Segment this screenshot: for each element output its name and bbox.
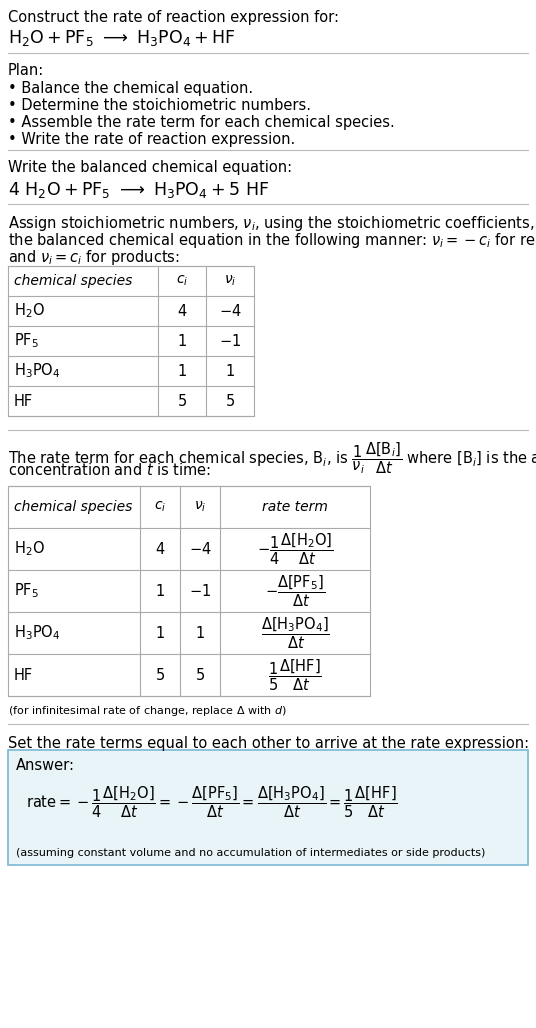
Text: 5: 5 bbox=[196, 667, 205, 683]
Text: and $\nu_i = c_i$ for products:: and $\nu_i = c_i$ for products: bbox=[8, 248, 180, 267]
Text: $\mathrm{4\ H_2O + PF_5 \ \longrightarrow \ H_3PO_4 + 5\ HF}$: $\mathrm{4\ H_2O + PF_5 \ \longrightarro… bbox=[8, 180, 269, 200]
Text: The rate term for each chemical species, B$_i$, is $\dfrac{1}{\nu_i}\dfrac{\Delt: The rate term for each chemical species,… bbox=[8, 440, 536, 476]
Text: • Balance the chemical equation.: • Balance the chemical equation. bbox=[8, 81, 253, 96]
Text: $c_i$: $c_i$ bbox=[176, 273, 188, 288]
Text: 5: 5 bbox=[177, 394, 187, 408]
Text: $\mathrm{PF_5}$: $\mathrm{PF_5}$ bbox=[14, 332, 39, 351]
Text: Write the balanced chemical equation:: Write the balanced chemical equation: bbox=[8, 160, 292, 175]
Text: $\nu_i$: $\nu_i$ bbox=[194, 500, 206, 514]
Text: 1: 1 bbox=[225, 364, 235, 378]
Text: $\nu_i$: $\nu_i$ bbox=[224, 273, 236, 288]
Text: 4: 4 bbox=[177, 303, 187, 319]
Text: $-\dfrac{\Delta[\mathrm{PF_5}]}{\Delta t}$: $-\dfrac{\Delta[\mathrm{PF_5}]}{\Delta t… bbox=[265, 574, 325, 609]
Text: Plan:: Plan: bbox=[8, 63, 44, 78]
Text: $\dfrac{1}{5}\dfrac{\Delta[\mathrm{HF}]}{\Delta t}$: $\dfrac{1}{5}\dfrac{\Delta[\mathrm{HF}]}… bbox=[268, 657, 322, 693]
Text: Answer:: Answer: bbox=[16, 758, 75, 773]
Text: 5: 5 bbox=[225, 394, 235, 408]
Text: chemical species: chemical species bbox=[14, 274, 132, 288]
Text: $\mathrm{H_3PO_4}$: $\mathrm{H_3PO_4}$ bbox=[14, 362, 61, 380]
Text: • Determine the stoichiometric numbers.: • Determine the stoichiometric numbers. bbox=[8, 98, 311, 113]
Text: 1: 1 bbox=[155, 584, 165, 598]
Text: $\mathrm{H_2O}$: $\mathrm{H_2O}$ bbox=[14, 301, 45, 321]
Text: (assuming constant volume and no accumulation of intermediates or side products): (assuming constant volume and no accumul… bbox=[16, 848, 486, 858]
FancyBboxPatch shape bbox=[8, 750, 528, 865]
Text: $\mathrm{H_2O}$: $\mathrm{H_2O}$ bbox=[14, 540, 45, 558]
Text: $-1$: $-1$ bbox=[189, 583, 211, 599]
Text: the balanced chemical equation in the following manner: $\nu_i = -c_i$ for react: the balanced chemical equation in the fo… bbox=[8, 231, 536, 250]
Text: HF: HF bbox=[14, 394, 33, 408]
Text: $\mathrm{rate} = -\dfrac{1}{4}\dfrac{\Delta[\mathrm{H_2O}]}{\Delta t}= -\dfrac{\: $\mathrm{rate} = -\dfrac{1}{4}\dfrac{\De… bbox=[26, 784, 398, 819]
Text: HF: HF bbox=[14, 667, 33, 683]
Bar bbox=[8, 266, 254, 416]
Text: $\mathrm{H_2O + PF_5 \ \longrightarrow \ H_3PO_4 + HF}$: $\mathrm{H_2O + PF_5 \ \longrightarrow \… bbox=[8, 28, 236, 48]
Text: $-\dfrac{1}{4}\dfrac{\Delta[\mathrm{H_2O}]}{\Delta t}$: $-\dfrac{1}{4}\dfrac{\Delta[\mathrm{H_2O… bbox=[257, 531, 333, 566]
Text: $\dfrac{\Delta[\mathrm{H_3PO_4}]}{\Delta t}$: $\dfrac{\Delta[\mathrm{H_3PO_4}]}{\Delta… bbox=[260, 615, 330, 651]
Text: chemical species: chemical species bbox=[14, 500, 132, 514]
Text: concentration and $t$ is time:: concentration and $t$ is time: bbox=[8, 462, 211, 478]
Bar bbox=[8, 486, 370, 696]
Text: $-4$: $-4$ bbox=[189, 541, 211, 557]
Text: 1: 1 bbox=[196, 625, 205, 640]
Text: Assign stoichiometric numbers, $\nu_i$, using the stoichiometric coefficients, $: Assign stoichiometric numbers, $\nu_i$, … bbox=[8, 214, 536, 233]
Text: $-1$: $-1$ bbox=[219, 333, 241, 348]
Text: $-4$: $-4$ bbox=[219, 303, 241, 319]
Text: 1: 1 bbox=[177, 364, 187, 378]
Text: 5: 5 bbox=[155, 667, 165, 683]
Text: (for infinitesimal rate of change, replace $\Delta$ with $d$): (for infinitesimal rate of change, repla… bbox=[8, 704, 287, 718]
Text: $\mathrm{PF_5}$: $\mathrm{PF_5}$ bbox=[14, 582, 39, 600]
Text: Construct the rate of reaction expression for:: Construct the rate of reaction expressio… bbox=[8, 10, 339, 25]
Text: rate term: rate term bbox=[262, 500, 328, 514]
Text: • Write the rate of reaction expression.: • Write the rate of reaction expression. bbox=[8, 132, 295, 147]
Text: $\mathrm{H_3PO_4}$: $\mathrm{H_3PO_4}$ bbox=[14, 624, 61, 642]
Text: 1: 1 bbox=[177, 333, 187, 348]
Text: • Assemble the rate term for each chemical species.: • Assemble the rate term for each chemic… bbox=[8, 115, 394, 130]
Text: 1: 1 bbox=[155, 625, 165, 640]
Text: $c_i$: $c_i$ bbox=[154, 500, 166, 514]
Text: Set the rate terms equal to each other to arrive at the rate expression:: Set the rate terms equal to each other t… bbox=[8, 736, 529, 751]
Text: 4: 4 bbox=[155, 542, 165, 556]
